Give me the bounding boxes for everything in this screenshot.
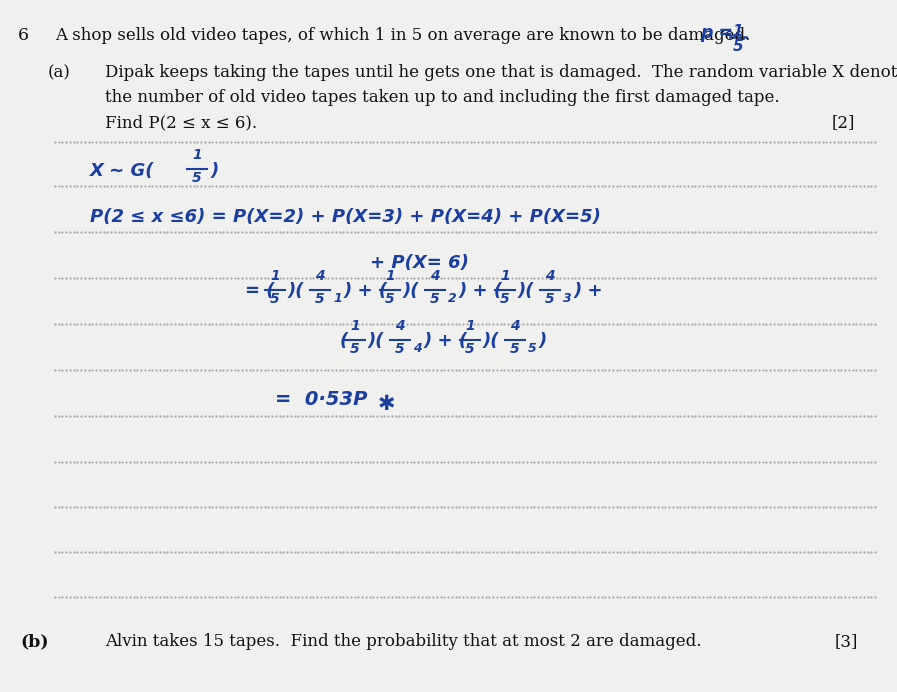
Text: )(: )( bbox=[402, 282, 419, 300]
Text: 5: 5 bbox=[315, 292, 325, 306]
Text: 5: 5 bbox=[510, 342, 520, 356]
Text: 1: 1 bbox=[466, 319, 475, 333]
Text: )(: )( bbox=[517, 282, 534, 300]
Text: 1: 1 bbox=[270, 269, 280, 283]
Text: 5: 5 bbox=[528, 342, 536, 355]
Text: 1: 1 bbox=[733, 24, 744, 39]
Text: P(2 ≤ x ≤6) = P(X=2) + P(X=3) + P(X=4) + P(X=5): P(2 ≤ x ≤6) = P(X=2) + P(X=3) + P(X=4) +… bbox=[90, 208, 601, 226]
Text: Find P(2 ≤ x ≤ 6).: Find P(2 ≤ x ≤ 6). bbox=[105, 114, 257, 131]
Text: 6: 6 bbox=[18, 27, 29, 44]
Text: ✱: ✱ bbox=[378, 394, 396, 414]
Text: ) + (: ) + ( bbox=[458, 282, 502, 300]
Text: the number of old video tapes taken up to and including the first damaged tape.: the number of old video tapes taken up t… bbox=[105, 89, 779, 106]
Text: 5: 5 bbox=[396, 342, 405, 356]
Text: 5: 5 bbox=[431, 292, 440, 306]
Text: )(: )( bbox=[287, 282, 303, 300]
Text: ): ) bbox=[210, 162, 218, 180]
Text: 1: 1 bbox=[501, 269, 509, 283]
Text: 5: 5 bbox=[270, 292, 280, 306]
Text: + P(X= 6): + P(X= 6) bbox=[370, 254, 469, 272]
Text: 4: 4 bbox=[431, 269, 440, 283]
Text: Dipak keeps taking the tapes until he gets one that is damaged.  The random vari: Dipak keeps taking the tapes until he ge… bbox=[105, 64, 897, 81]
Text: [3]: [3] bbox=[834, 633, 858, 650]
Text: [2]: [2] bbox=[832, 114, 855, 131]
Text: 4: 4 bbox=[510, 319, 520, 333]
Text: ) + (: ) + ( bbox=[423, 332, 467, 350]
Text: 2: 2 bbox=[448, 292, 457, 305]
Text: (a): (a) bbox=[48, 64, 71, 81]
Text: 4: 4 bbox=[396, 319, 405, 333]
Text: 5: 5 bbox=[501, 292, 509, 306]
Text: p =: p = bbox=[700, 24, 733, 42]
Text: 1: 1 bbox=[350, 319, 360, 333]
Text: 5: 5 bbox=[466, 342, 475, 356]
Text: )(: )( bbox=[367, 332, 384, 350]
Text: 4: 4 bbox=[315, 269, 325, 283]
Text: 1: 1 bbox=[333, 292, 342, 305]
Text: 5: 5 bbox=[385, 292, 395, 306]
Text: 4: 4 bbox=[413, 342, 422, 355]
Text: (: ( bbox=[340, 332, 348, 350]
Text: ): ) bbox=[538, 332, 546, 350]
Text: A shop sells old video tapes, of which 1 in 5 on average are known to be damaged: A shop sells old video tapes, of which 1… bbox=[55, 27, 751, 44]
Text: X ~ G(: X ~ G( bbox=[90, 162, 154, 180]
Text: ) +: ) + bbox=[573, 282, 603, 300]
Text: )(: )( bbox=[482, 332, 499, 350]
Text: 1: 1 bbox=[385, 269, 395, 283]
Text: (b): (b) bbox=[20, 633, 48, 650]
Text: Alvin takes 15 tapes.  Find the probability that at most 2 are damaged.: Alvin takes 15 tapes. Find the probabili… bbox=[105, 633, 701, 650]
Text: 5: 5 bbox=[350, 342, 360, 356]
Text: 5: 5 bbox=[545, 292, 555, 306]
Text: ) + (: ) + ( bbox=[343, 282, 388, 300]
Text: = (: = ( bbox=[245, 282, 274, 300]
Text: 3: 3 bbox=[563, 292, 571, 305]
Text: 4: 4 bbox=[545, 269, 555, 283]
Text: 5: 5 bbox=[192, 171, 202, 185]
Text: 1: 1 bbox=[192, 148, 202, 162]
Text: 5: 5 bbox=[733, 39, 744, 54]
Text: =  0·53P: = 0·53P bbox=[275, 390, 368, 409]
